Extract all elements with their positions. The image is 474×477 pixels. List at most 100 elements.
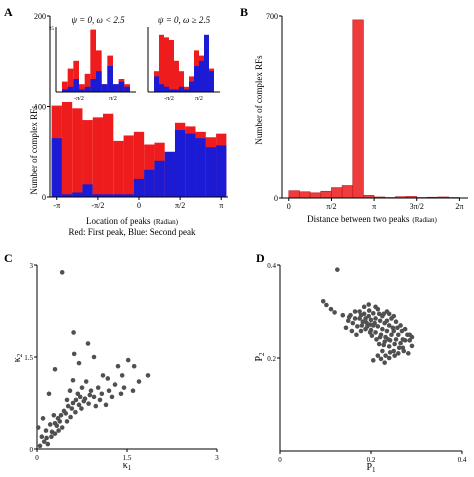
- panel-d-point: [384, 318, 390, 324]
- inset-bar-second-peak: [159, 84, 164, 92]
- panel-c-point: [51, 412, 57, 418]
- panel-c-point: [35, 425, 41, 430]
- inset-bar-second-peak: [96, 71, 102, 92]
- inset-bar-second-peak: [189, 81, 194, 92]
- inset-bar-second-peak: [209, 71, 214, 92]
- panel-d-point: [383, 334, 388, 340]
- inset-x-tick-label: π/2: [109, 96, 117, 102]
- bar-second-peak: [205, 147, 217, 197]
- panel-d-point: [377, 318, 383, 324]
- panel-a-x-tick-label: 0: [137, 201, 141, 210]
- panel-d-point: [352, 309, 358, 314]
- panel-c-point: [56, 428, 61, 433]
- panel-c-point: [44, 435, 49, 441]
- panel-a-x-tick-label: π/2: [175, 201, 185, 210]
- panel-c-point: [70, 400, 76, 406]
- panel-a-x-tick-label: π: [219, 201, 223, 210]
- panel-d-point: [376, 311, 382, 317]
- panel-d-y-tick-label: 0.4: [267, 262, 276, 270]
- inset-bar-second-peak: [124, 86, 130, 92]
- panel-d-point: [386, 344, 392, 349]
- panel-c-point: [68, 414, 73, 420]
- panel-b-axes: 0 700 0 π/2 π 3π/2 2π: [266, 12, 468, 211]
- panel-c-point: [65, 403, 71, 409]
- panel-b-bars: [288, 19, 460, 199]
- panel-d-point: [357, 309, 362, 314]
- panel-d-point: [320, 298, 326, 304]
- panel-d-point: [354, 332, 359, 338]
- panel-c-point: [103, 402, 109, 408]
- panel-c-point: [145, 373, 151, 378]
- bar-second-peak: [82, 184, 93, 197]
- inset-bar-first-peak: [164, 37, 169, 92]
- bar-first-peak: [123, 135, 134, 197]
- panel-c-point: [46, 391, 52, 397]
- bar-second-peak: [113, 194, 124, 197]
- bar-first-peak: [92, 117, 104, 197]
- bar-first-peak: [82, 120, 93, 197]
- inset-bar-second-peak: [113, 84, 119, 92]
- panel-a-caption: Red: First peak, Blue: Second peak: [69, 227, 196, 237]
- inset-bar-second-peak: [90, 79, 96, 92]
- panel-d-point: [374, 337, 379, 342]
- panel-d-point: [375, 353, 381, 358]
- panel-a-y-tick-label: 0: [42, 193, 46, 202]
- inset-bar-second-peak: [204, 34, 209, 92]
- panel-d-point: [398, 340, 403, 346]
- panel-c-point: [59, 270, 65, 275]
- panel-d-point: [409, 343, 415, 349]
- panel-c-x-tick-label: 3: [215, 454, 219, 462]
- panel-d-point: [381, 342, 387, 348]
- panel-d-point: [373, 330, 378, 335]
- panel-d-ylabel: P2: [254, 352, 266, 362]
- panel-d-point: [359, 323, 365, 328]
- inset-bar-second-peak: [79, 89, 85, 92]
- panel-d-point: [393, 337, 399, 342]
- panel-d-point: [373, 304, 378, 310]
- inset-bar-second-peak: [164, 86, 169, 92]
- distance-bar: [309, 192, 322, 199]
- distance-bar: [341, 185, 354, 199]
- inset-bar-first-peak: [90, 29, 96, 93]
- panel-d-x-tick-label: 0.2: [367, 456, 376, 464]
- panel-d-point: [368, 317, 374, 323]
- bar-first-peak: [72, 108, 83, 197]
- bar-second-peak: [164, 151, 175, 197]
- panel-d-point: [386, 323, 392, 328]
- panel-c-point: [131, 363, 137, 369]
- panel-d-point: [380, 326, 385, 332]
- panel-d-point: [378, 332, 384, 338]
- panel-b-ylabel: Number of complex RFs: [254, 55, 264, 145]
- bar-second-peak: [133, 178, 145, 197]
- panel-c-ylabel-text: κ: [12, 357, 23, 362]
- panel-a-bars: [51, 101, 227, 197]
- panel-d-point: [361, 304, 367, 310]
- panel-c-axes: 0 1.5 3 0 1.5 3: [24, 262, 219, 462]
- panel-c-points: [35, 270, 151, 449]
- panel-c-point: [125, 357, 131, 363]
- panel-d-point: [352, 316, 358, 321]
- panel-d-point: [373, 316, 378, 321]
- panel-c-point: [41, 439, 47, 444]
- bar-second-peak: [92, 194, 104, 197]
- panel-d-point: [366, 302, 372, 307]
- panel-d: 0 0.2 0.40.20.4 P1 P2: [254, 262, 467, 474]
- bar-second-peak: [154, 160, 165, 197]
- panel-d-point: [375, 324, 381, 329]
- panel-c-point: [76, 402, 82, 408]
- inset-bar-first-peak: [174, 60, 179, 92]
- panel-c-point: [40, 416, 46, 421]
- panel-c-point: [81, 398, 87, 404]
- panel-d-point: [366, 313, 372, 319]
- distance-bar: [320, 190, 332, 199]
- inset-bar-second-peak: [199, 60, 204, 92]
- inset-bar-second-peak: [84, 86, 91, 92]
- panel-d-ylabel-text: P: [254, 356, 265, 362]
- panel-c-point: [71, 351, 77, 357]
- inset-bar-second-peak: [154, 76, 159, 92]
- distance-bar: [288, 190, 300, 199]
- panel-d-point: [387, 338, 393, 343]
- panel-d-point: [324, 302, 329, 308]
- panel-d-x-tick-label: 0.4: [458, 456, 467, 464]
- panel-d-point: [383, 353, 388, 358]
